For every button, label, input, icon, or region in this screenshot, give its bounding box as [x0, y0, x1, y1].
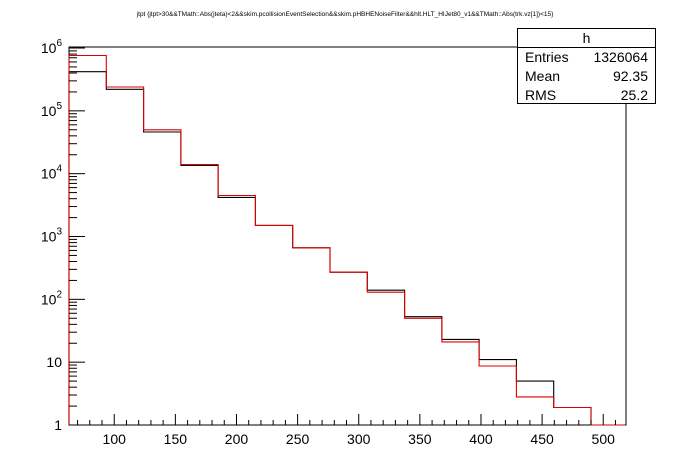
chart-title: jtpt {jtpt>30&&TMath::Abs(jteta)<2&&skim…: [136, 11, 554, 18]
y-axis: 1 10 102 103 104 105 106: [41, 38, 85, 433]
y-tick-label: 106: [41, 38, 63, 56]
stats-box: h Entries 1326064 Mean 92.35 RMS 25.2: [517, 28, 656, 104]
stats-mean-label: Mean: [525, 68, 561, 84]
series-0-line: [68, 71, 626, 426]
x-tick-label: 350: [408, 431, 432, 447]
stats-row-rms: RMS 25.2: [518, 86, 655, 105]
x-tick-label: 400: [469, 431, 493, 447]
y-tick-label: 105: [41, 101, 63, 119]
x-tick-label: 250: [286, 431, 310, 447]
y-tick-label: 1: [54, 417, 62, 433]
y-tick-exponent: 2: [56, 289, 62, 300]
x-tick-label: 150: [164, 431, 188, 447]
x-axis: 100 150 200 250 300 350 400 450 500: [77, 414, 616, 447]
y-tick-exponent: 6: [56, 38, 62, 49]
x-tick-label: 300: [347, 431, 371, 447]
y-tick-label: 103: [41, 227, 63, 245]
x-tick-label: 200: [225, 431, 249, 447]
series-layer: [68, 54, 626, 426]
y-tick-exponent: 3: [56, 227, 62, 238]
x-tick-label: 100: [103, 431, 127, 447]
stats-entries-label: Entries: [525, 49, 569, 65]
y-tick-label: 102: [41, 289, 63, 307]
stats-title: h: [518, 29, 655, 48]
y-tick-exponent: 4: [56, 164, 62, 175]
stats-entries-value: 1326064: [593, 49, 648, 65]
x-tick-label: 450: [530, 431, 554, 447]
stats-mean-value: 92.35: [612, 68, 648, 84]
series-1-line: [68, 54, 626, 426]
stats-row-entries: Entries 1326064: [518, 48, 655, 67]
stats-rms-value: 25.2: [620, 87, 648, 103]
stats-rms-label: RMS: [525, 87, 557, 103]
y-tick-label: 104: [41, 164, 63, 182]
x-tick-label: 500: [592, 431, 616, 447]
y-tick-label: 10: [46, 354, 62, 370]
stats-row-mean: Mean 92.35: [518, 67, 655, 86]
y-tick-exponent: 5: [56, 101, 62, 112]
